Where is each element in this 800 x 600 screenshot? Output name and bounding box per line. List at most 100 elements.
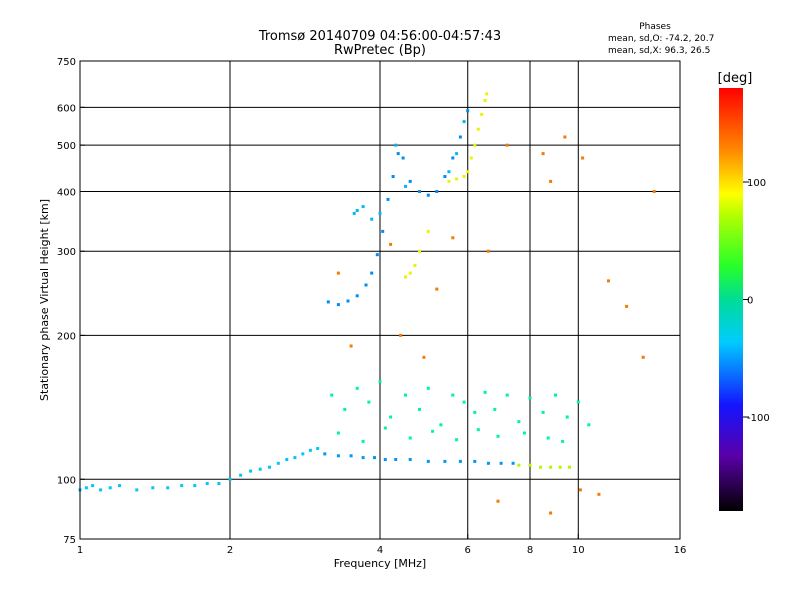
data-point-s7-p16: [652, 190, 656, 193]
phase-box-line-o: mean, sd,O: -74.2, 20.7: [608, 34, 714, 44]
data-point-s2-p12: [408, 179, 412, 183]
data-point-s2-p6: [375, 253, 379, 257]
data-point-s3-p1: [355, 209, 359, 212]
data-point-s2-p18: [458, 135, 462, 139]
phase-box-title: Phases: [639, 22, 671, 32]
data-point-s0-p10: [193, 484, 197, 488]
chart-title: Tromsø 20140709 04:56:00-04:57:43: [258, 29, 501, 44]
colorbar-label: [deg]: [718, 71, 753, 86]
data-point-s2-p3: [355, 294, 359, 298]
data-point-s7-p8: [505, 143, 509, 147]
y-tick-label: 200: [57, 331, 76, 342]
y-tick-label: 75: [63, 535, 76, 546]
data-point-s0-p4: [108, 486, 112, 490]
data-point-s7-p2: [389, 242, 393, 246]
data-point-s6-p28: [455, 438, 459, 442]
data-point-s7-p7: [486, 249, 490, 253]
data-point-s2-p16: [443, 175, 447, 178]
data-point-s4-p9: [469, 156, 473, 160]
data-point-s7-p14: [625, 304, 629, 308]
data-point-s3-p4: [378, 211, 382, 215]
y-tick-label: 300: [57, 247, 76, 258]
data-point-s6-p12: [473, 410, 477, 414]
data-point-s0-p23: [316, 447, 320, 450]
data-point-s0-p17: [268, 465, 271, 469]
x-tick-label: 4: [377, 545, 383, 556]
data-point-s0-p14: [239, 473, 243, 477]
data-point-s4-p5: [447, 179, 451, 183]
x-tick-label: 10: [572, 545, 585, 556]
data-point-s6-p3: [367, 400, 371, 404]
data-point-s1-p7: [408, 458, 412, 461]
data-point-s3-p2: [361, 205, 365, 209]
data-point-s4-p4: [426, 229, 430, 233]
data-point-s6-p22: [587, 423, 591, 427]
data-point-s6-p0: [330, 393, 334, 397]
data-point-s5-p4: [558, 465, 562, 469]
data-point-s6-p27: [431, 429, 435, 433]
data-point-s3-p6: [404, 184, 407, 188]
data-point-s1-p14: [511, 461, 515, 465]
data-point-s6-p9: [439, 423, 443, 427]
y-tick-label: 750: [57, 57, 76, 68]
data-point-s0-p15: [249, 469, 253, 473]
data-point-s0-p1: [84, 486, 88, 490]
data-point-s0-p5: [118, 484, 121, 488]
data-point-s4-p10: [473, 143, 477, 147]
y-tick-label: 100: [57, 475, 76, 486]
data-point-s4-p12: [480, 112, 484, 116]
data-point-s0-p21: [301, 452, 305, 456]
data-point-s6-p8: [426, 386, 430, 390]
data-points: [78, 92, 656, 515]
data-point-s6-p16: [517, 420, 521, 424]
colorbar-tick-label: 0: [747, 296, 753, 307]
data-point-s7-p15: [641, 355, 645, 359]
data-point-s0-p16: [258, 467, 262, 471]
data-point-s7-p17: [496, 499, 500, 503]
data-point-s6-p15: [505, 393, 509, 397]
colorbar-tick-label: 100: [747, 178, 766, 189]
data-point-s2-p9: [391, 175, 395, 178]
y-tick-label: 600: [57, 103, 76, 114]
data-point-s6-p6: [404, 393, 407, 397]
data-point-s6-p5: [389, 415, 393, 419]
data-point-s4-p1: [408, 271, 412, 275]
data-point-s7-p19: [578, 488, 582, 492]
data-point-s7-p4: [422, 355, 426, 359]
data-point-s4-p7: [462, 175, 466, 178]
data-point-s0-p18: [276, 461, 280, 465]
data-point-s2-p14: [426, 193, 430, 197]
data-point-s2-p2: [346, 299, 350, 303]
colorbar: [719, 88, 743, 511]
data-point-s0-p6: [135, 488, 139, 492]
data-point-s3-p7: [447, 170, 451, 174]
data-point-s4-p2: [413, 264, 417, 267]
data-point-s1-p11: [473, 459, 477, 463]
data-point-s2-p13: [418, 190, 421, 193]
data-point-s1-p2: [349, 454, 353, 458]
data-point-s6-p26: [408, 436, 412, 440]
data-point-s4-p6: [455, 177, 459, 181]
data-point-s2-p17: [451, 156, 455, 160]
x-axis: 1 2 4 6 8 10 16: [77, 534, 687, 556]
data-point-s6-p29: [476, 428, 480, 432]
x-tick-label: 16: [674, 545, 687, 556]
y-tick-label: 500: [57, 141, 76, 152]
data-point-s2-p4: [364, 283, 368, 287]
data-point-s0-p13: [228, 477, 232, 481]
data-point-s3-p5: [394, 143, 398, 147]
data-point-s2-p19: [466, 109, 470, 113]
x-tick-label: 8: [527, 545, 533, 556]
data-point-s4-p3: [418, 249, 421, 253]
data-point-s5-p5: [568, 465, 571, 469]
data-point-s6-p23: [336, 431, 340, 435]
data-point-s0-p20: [293, 456, 297, 460]
data-point-s7-p1: [349, 344, 353, 348]
data-point-s6-p11: [462, 400, 466, 404]
data-point-s2-p7: [381, 229, 385, 233]
data-point-s0-p3: [99, 488, 103, 492]
data-point-s7-p11: [563, 135, 567, 139]
data-point-s1-p3: [361, 456, 365, 460]
data-point-s3-p0: [352, 211, 356, 215]
